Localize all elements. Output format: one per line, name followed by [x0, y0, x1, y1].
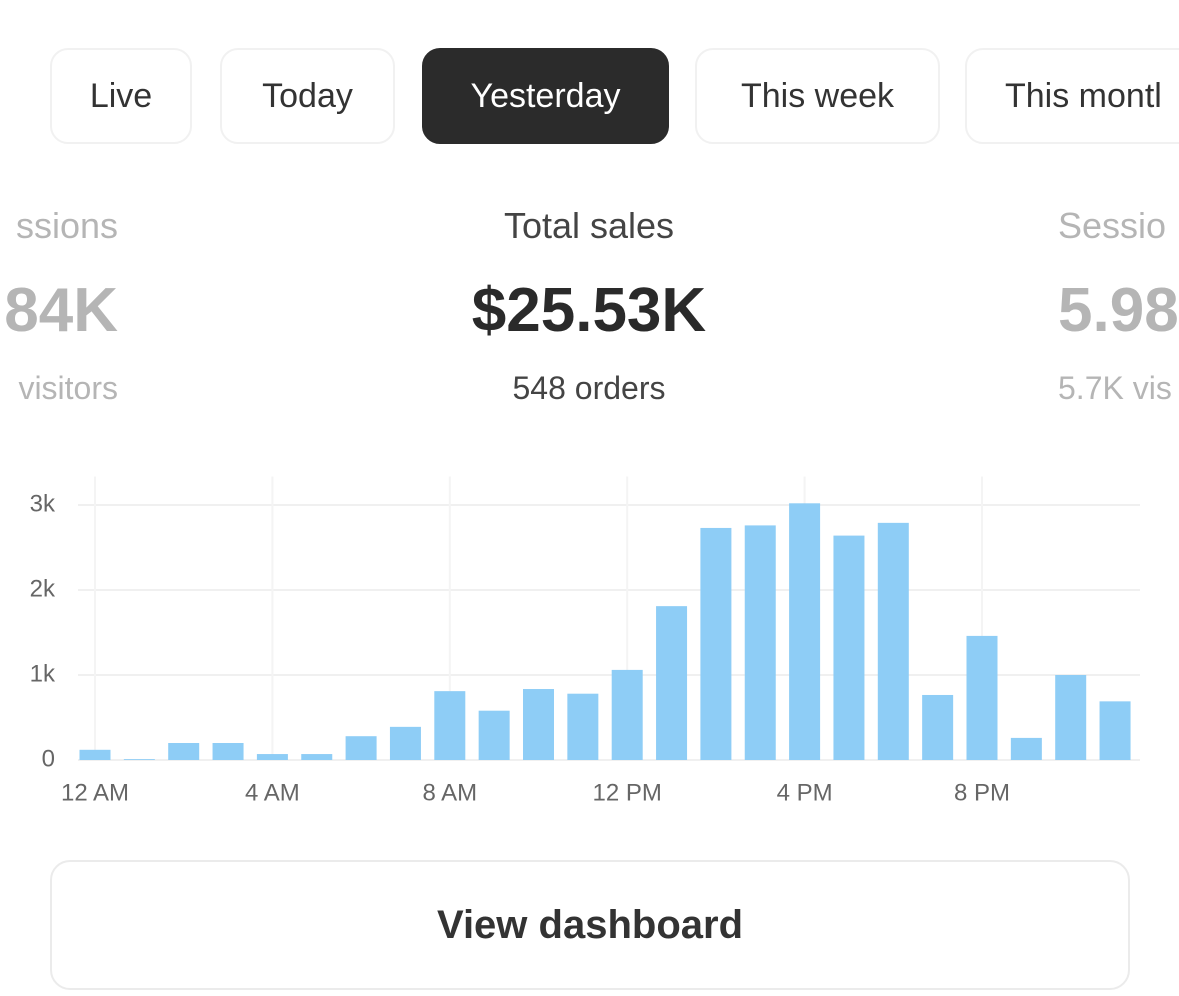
- bar: [567, 693, 599, 760]
- bar: [523, 689, 554, 760]
- x-tick-label: 12 PM: [593, 779, 662, 806]
- metric-value: $25.53K: [471, 276, 707, 345]
- metric-sub: 5.7K vis: [1058, 370, 1172, 406]
- bar: [656, 606, 688, 760]
- x-tick-label: 8 PM: [954, 779, 1010, 806]
- chart: 0 1k 2k 3k 12 AM 4 AM 8 AM 12 PM 4 PM 8 PM: [30, 476, 1140, 806]
- metric-sub: 548 orders: [512, 370, 666, 406]
- metric-value: 84K: [4, 276, 118, 345]
- bar: [212, 743, 244, 760]
- view-dashboard-button[interactable]: View dashboard: [50, 860, 1130, 990]
- metric-label: ssions: [15, 205, 118, 246]
- tab[interactable]: Yesterday: [422, 48, 669, 144]
- metric-value: 5.98: [1058, 276, 1179, 345]
- x-tick-label: 4 PM: [777, 779, 833, 806]
- tab[interactable]: This montl: [965, 48, 1179, 144]
- bar: [1055, 675, 1087, 760]
- tab[interactable]: Today: [220, 48, 395, 144]
- metric-label: Sessio: [1058, 205, 1167, 246]
- bar: [966, 635, 998, 760]
- bar: [345, 736, 377, 760]
- bar: [877, 522, 909, 760]
- y-tick-label: 3k: [30, 490, 56, 517]
- x-tick-label: 12 AM: [61, 779, 129, 806]
- bar: [79, 749, 111, 760]
- bar: [256, 754, 288, 760]
- bar: [478, 710, 510, 760]
- bar: [611, 669, 643, 760]
- tab[interactable]: Live: [50, 48, 192, 144]
- y-tick-label: 1k: [30, 660, 56, 687]
- bar: [1099, 701, 1131, 760]
- bar: [168, 743, 200, 760]
- x-tick-label: 4 AM: [245, 779, 300, 806]
- tab[interactable]: This week: [695, 48, 940, 144]
- bar: [833, 535, 865, 760]
- bar: [744, 525, 776, 760]
- bar: [301, 754, 333, 760]
- bar: [123, 759, 155, 760]
- bar: [922, 694, 954, 760]
- bar: [789, 503, 821, 760]
- bar: [700, 527, 732, 760]
- y-tick-label: 0: [42, 745, 55, 772]
- y-tick-label: 2k: [30, 575, 56, 602]
- metric-label: Total sales: [503, 205, 675, 246]
- bar: [434, 691, 466, 760]
- bar: [1010, 737, 1042, 760]
- metric-sub: visitors: [18, 370, 118, 406]
- bar: [389, 726, 421, 760]
- x-tick-label: 8 AM: [422, 779, 477, 806]
